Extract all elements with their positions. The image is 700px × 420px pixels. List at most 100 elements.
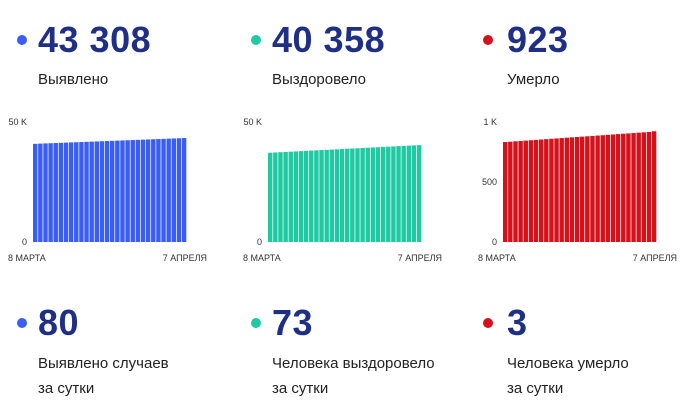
chart-bar: [416, 145, 422, 242]
x-start-label: 8 МАРТА: [243, 253, 281, 263]
chart-bar: [396, 146, 401, 242]
deaths-chart: 0 500 1 K 8 МАРТА 7 АПРЕЛЯ: [478, 117, 677, 263]
detected-total: 43 308: [38, 19, 152, 60]
chart-bar: [145, 139, 151, 242]
chart-bar: [171, 138, 177, 242]
chart-bar: [339, 149, 345, 242]
chart-bar: [646, 131, 652, 242]
chart-bar: [345, 148, 350, 242]
chart-bar: [125, 140, 130, 242]
chart-bar: [38, 143, 43, 242]
chart-bar: [626, 133, 631, 242]
x-end-label: 7 АПРЕЛЯ: [398, 253, 442, 263]
chart-bar: [508, 141, 513, 242]
chart-bar: [140, 139, 146, 242]
recovered-daily-dot-icon: [251, 318, 261, 328]
chart-bar: [99, 141, 105, 242]
chart-bar: [278, 152, 283, 242]
chart-bar: [411, 145, 417, 242]
chart-bar: [350, 148, 355, 242]
chart-bar: [161, 138, 166, 242]
chart-bar: [33, 143, 38, 242]
y-tick-label: 0: [492, 237, 497, 247]
recovered-chart: 0 50 K 8 МАРТА 7 АПРЕЛЯ: [243, 117, 442, 263]
chart-bar: [151, 139, 156, 242]
chart-bar: [615, 134, 621, 242]
chart-bar: [503, 142, 508, 242]
chart-bar: [600, 135, 605, 242]
chart-bar: [585, 136, 590, 242]
chart-bar: [549, 138, 554, 242]
chart-bar: [268, 152, 273, 242]
recovered-dot-icon: [251, 35, 261, 45]
chart-bar: [631, 133, 636, 242]
deaths-dot-icon: [483, 35, 493, 45]
recovered-total-label: Выздоровело: [272, 71, 367, 88]
chart-bar: [370, 147, 376, 242]
chart-bar: [58, 142, 64, 242]
chart-bar: [74, 142, 79, 242]
chart-bar: [273, 152, 278, 242]
x-end-label: 7 АПРЕЛЯ: [163, 253, 207, 263]
recovered-daily-label-1: Человека выздоровело: [272, 355, 435, 372]
chart-bar: [298, 151, 304, 242]
chart-bar: [380, 146, 386, 242]
chart-bar: [63, 142, 69, 242]
chart-bar: [605, 134, 611, 242]
chart-bar: [564, 137, 570, 242]
chart-bar: [303, 150, 309, 242]
detected-daily-dot-icon: [17, 318, 27, 328]
chart-bar: [513, 141, 518, 242]
chart-bar: [166, 138, 171, 242]
chart-bar: [130, 140, 135, 242]
chart-bar: [84, 141, 89, 242]
deaths-total: 923: [507, 19, 569, 60]
chart-bar: [365, 147, 370, 242]
detected-total-label: Выявлено: [38, 71, 109, 88]
chart-bar: [43, 143, 48, 242]
y-tick-label: 500: [482, 177, 497, 187]
chart-bar: [176, 138, 182, 242]
detected-daily-label-1: Выявлено случаев: [38, 355, 169, 372]
recovered-total: 40 358: [272, 19, 386, 60]
chart-bar: [329, 149, 335, 242]
chart-bar: [386, 146, 391, 242]
chart-bar: [360, 147, 365, 242]
chart-bar: [156, 139, 161, 242]
chart-bar: [355, 148, 360, 242]
chart-bar: [590, 135, 595, 242]
chart-bar: [288, 151, 293, 242]
chart-bar: [391, 146, 396, 242]
chart-bar: [375, 147, 381, 242]
deaths-daily-label-2: за сутки: [507, 380, 564, 397]
chart-bar: [48, 143, 53, 242]
x-start-label: 8 МАРТА: [478, 253, 516, 263]
chart-bar: [53, 143, 58, 242]
panel-deaths: 923 Умерло 0 500 1 K 8 МАРТА 7 АПРЕЛЯ 3 Чело…: [470, 0, 700, 420]
chart-bar: [636, 132, 641, 242]
chart-bar: [559, 138, 564, 242]
chart-bar: [94, 141, 100, 242]
chart-bar: [79, 142, 84, 242]
detected-dot-icon: [17, 35, 27, 45]
chart-bar: [523, 140, 528, 242]
chart-bar: [181, 138, 187, 242]
chart-bar: [610, 134, 616, 242]
detected-daily: 80: [38, 302, 80, 343]
chart-bar: [309, 150, 314, 242]
deaths-total-label: Умерло: [507, 71, 560, 88]
chart-bar: [293, 151, 299, 242]
chart-bar: [641, 132, 647, 242]
chart-bar: [518, 140, 523, 242]
chart-bar: [89, 141, 94, 242]
chart-bar: [334, 149, 340, 242]
chart-bar: [283, 151, 288, 242]
chart-bar: [324, 149, 329, 242]
chart-bar: [554, 138, 559, 242]
chart-bar: [533, 139, 539, 242]
chart-bar: [110, 140, 115, 242]
deaths-daily-dot-icon: [483, 318, 493, 328]
y-tick-label: 1 K: [483, 117, 497, 127]
